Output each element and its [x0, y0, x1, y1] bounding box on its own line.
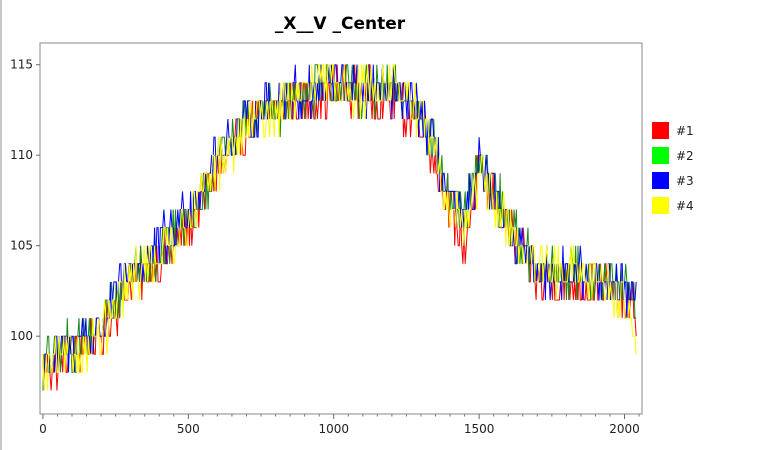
- x-tick-label: 0: [39, 422, 47, 436]
- x-tick-label: 500: [177, 422, 200, 436]
- series-line-1: [42, 64, 637, 391]
- y-tick-label: 100: [10, 329, 33, 343]
- legend-swatch: [652, 197, 669, 214]
- y-tick-label: 115: [10, 58, 33, 72]
- legend-label: #3: [676, 174, 694, 188]
- y-tick-label: 110: [10, 148, 33, 162]
- x-tick-label: 2000: [609, 422, 640, 436]
- window-left-edge: [0, 0, 2, 450]
- legend-item-4: #4: [652, 197, 694, 214]
- chart-title: _X__V _Center: [275, 14, 406, 34]
- y-tick-label: 105: [10, 239, 33, 253]
- legend-swatch: [652, 147, 669, 164]
- legend-label: #2: [676, 149, 694, 163]
- series-line-3: [42, 64, 637, 373]
- legend-swatch: [652, 172, 669, 189]
- y-axis: 100 105 110 115: [10, 58, 40, 343]
- legend-label: #1: [676, 124, 694, 138]
- legend-label: #4: [676, 199, 694, 213]
- series-line-2: [42, 64, 637, 391]
- legend-item-2: #2: [652, 147, 694, 164]
- legend: #1 #2 #3 #4: [652, 122, 694, 214]
- legend-item-1: #1: [652, 122, 694, 139]
- x-tick-label: 1000: [318, 422, 349, 436]
- x-tick-label: 1500: [464, 422, 495, 436]
- series-layer: [42, 64, 637, 391]
- plot-area: [39, 42, 643, 415]
- series-line-4: [42, 64, 637, 391]
- legend-item-3: #3: [652, 172, 694, 189]
- legend-swatch: [652, 122, 669, 139]
- x-axis: 0 500 1000 1500 2000: [39, 414, 640, 436]
